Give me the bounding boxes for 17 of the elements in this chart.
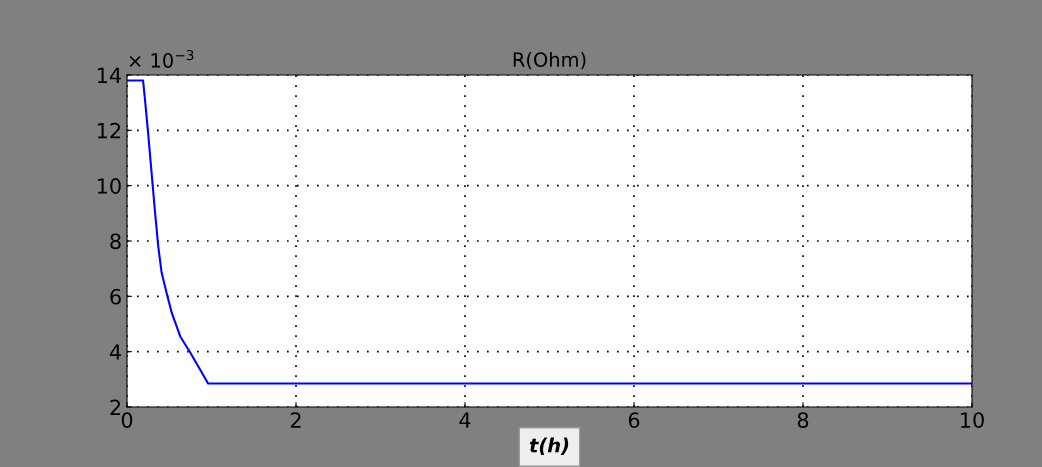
y-tick-label: 2 [110,399,121,415]
y-tick-label: 4 [109,344,121,360]
y-tick-label: 6 [110,288,121,305]
x-axis-title: t(h) [529,437,569,455]
x-tick-label: 2 [290,412,301,428]
y-tick-label: 12 [97,122,121,139]
text: × 10$^{−3}$ [129,49,194,68]
x-tick-label: 8 [797,412,809,428]
x-tick-label: 10 [961,412,984,428]
line-series [127,79,972,385]
x-tick-label: 4 [459,412,471,428]
chart-title: R(Ohm) [513,51,586,70]
y-tick-label: 8 [110,233,121,250]
y-tick-label: 14 [97,67,121,83]
x-tick-label: 6 [628,412,640,428]
x-tick-label: 0 [121,412,133,428]
y-tick-label: 10 [97,178,121,194]
